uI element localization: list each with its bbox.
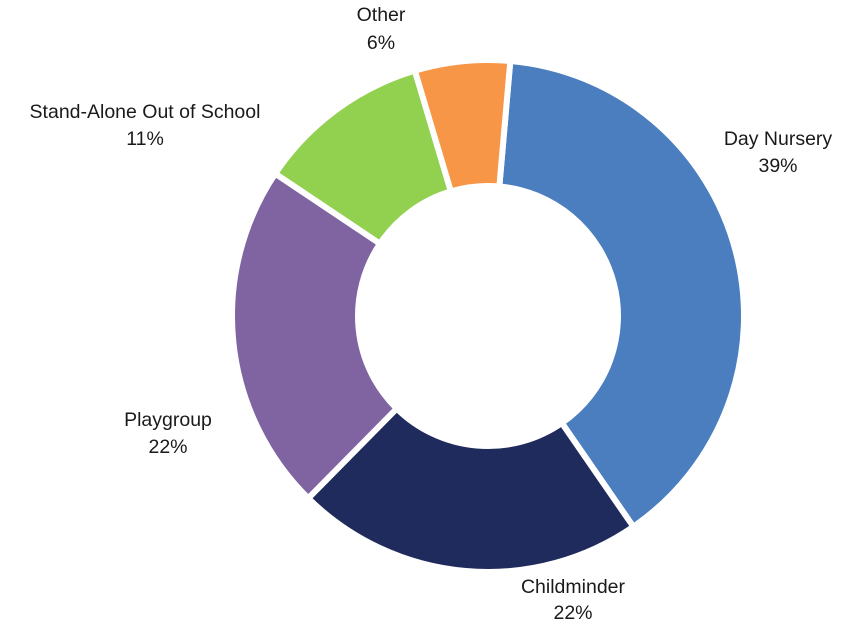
value-label-childminder: 22% <box>553 602 592 623</box>
slice-other <box>411 57 514 195</box>
value-label-playgroup: 22% <box>148 436 187 458</box>
category-label-childminder: Childminder <box>521 576 626 598</box>
slice-playgroup <box>229 170 400 502</box>
slice-label-playgroup: Playgroup 22% <box>124 409 212 458</box>
category-label-playgroup: Playgroup <box>124 409 212 431</box>
value-label-other: 6% <box>367 32 395 54</box>
slice-label-childminder: Childminder 22% <box>521 576 626 623</box>
slice-label-stand-alone-out-of-school: Stand-Alone Out of School 11% <box>30 101 261 150</box>
category-label-other: Other <box>357 4 406 26</box>
value-label-stand-alone-out-of-school: 11% <box>126 128 164 150</box>
category-label-day-nursery: Day Nursery <box>724 128 833 150</box>
slice-childminder <box>305 405 637 575</box>
slice-label-day-nursery: Day Nursery 39% <box>724 128 833 177</box>
value-label-day-nursery: 39% <box>758 155 797 177</box>
category-label-stand-alone-out-of-school: Stand-Alone Out of School <box>30 101 261 123</box>
slice-label-other: Other 6% <box>357 4 406 54</box>
slices-group <box>229 57 747 575</box>
slice-day-nursery <box>496 57 747 530</box>
